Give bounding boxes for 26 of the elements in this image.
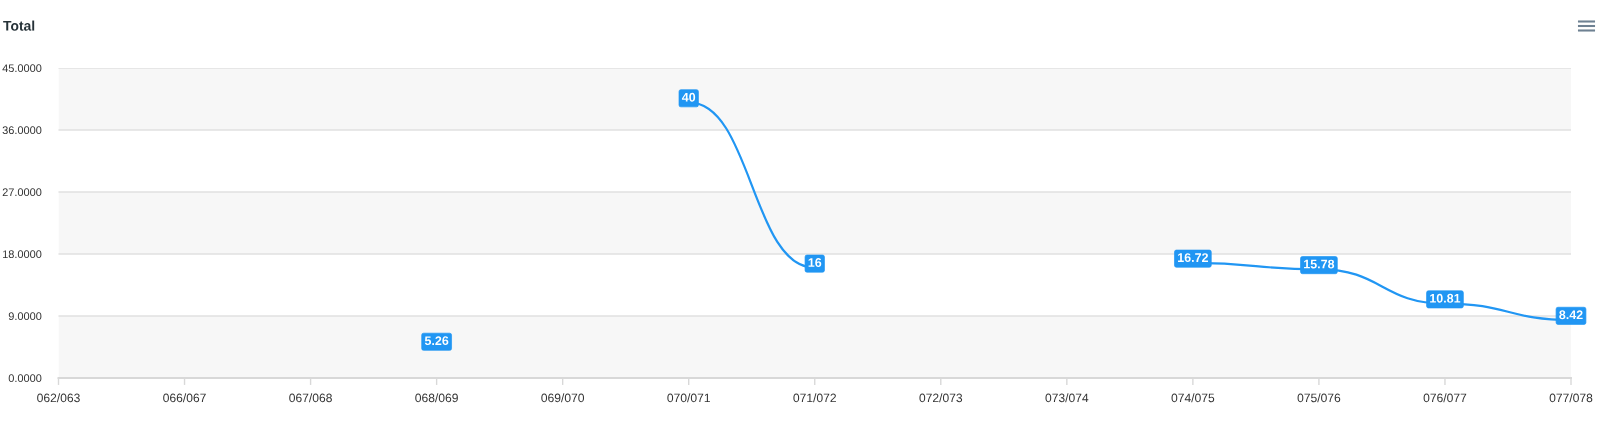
x-tick-label: 072/073 (919, 393, 963, 403)
y-tick-label: 18.0000 (3, 250, 42, 259)
y-tick-label: 9.0000 (8, 312, 42, 321)
data-label: 15.78 (1304, 259, 1335, 269)
x-tick-label: 074/075 (1171, 393, 1215, 403)
data-label: 16 (808, 258, 822, 267)
x-tick-label: 077/078 (1549, 393, 1593, 403)
y-tick-label: 27.0000 (2, 188, 42, 197)
x-tick-label: 073/074 (1045, 393, 1089, 403)
y-tick-label: 45.0000 (2, 64, 42, 73)
chart-title: Total (3, 20, 35, 31)
x-tick-label: 068/069 (415, 393, 458, 403)
data-label: 8.42 (1559, 310, 1583, 320)
x-tick-label: 076/077 (1423, 393, 1467, 403)
x-tick-label: 075/076 (1297, 393, 1341, 403)
y-tick-label: 0.0000 (8, 374, 42, 383)
x-tick-label: 067/068 (289, 393, 332, 403)
data-label: 10.81 (1430, 293, 1461, 303)
x-tick-label: 071/072 (793, 393, 836, 403)
x-tick-label: 070/071 (667, 393, 710, 403)
x-tick-label: 069/070 (541, 393, 585, 403)
y-tick-label: 36.0000 (2, 126, 42, 135)
data-label: 40 (681, 92, 696, 102)
x-tick-label: 066/067 (163, 393, 206, 403)
data-label: 16.72 (1178, 253, 1209, 263)
x-tick-label: 062/063 (37, 393, 80, 403)
